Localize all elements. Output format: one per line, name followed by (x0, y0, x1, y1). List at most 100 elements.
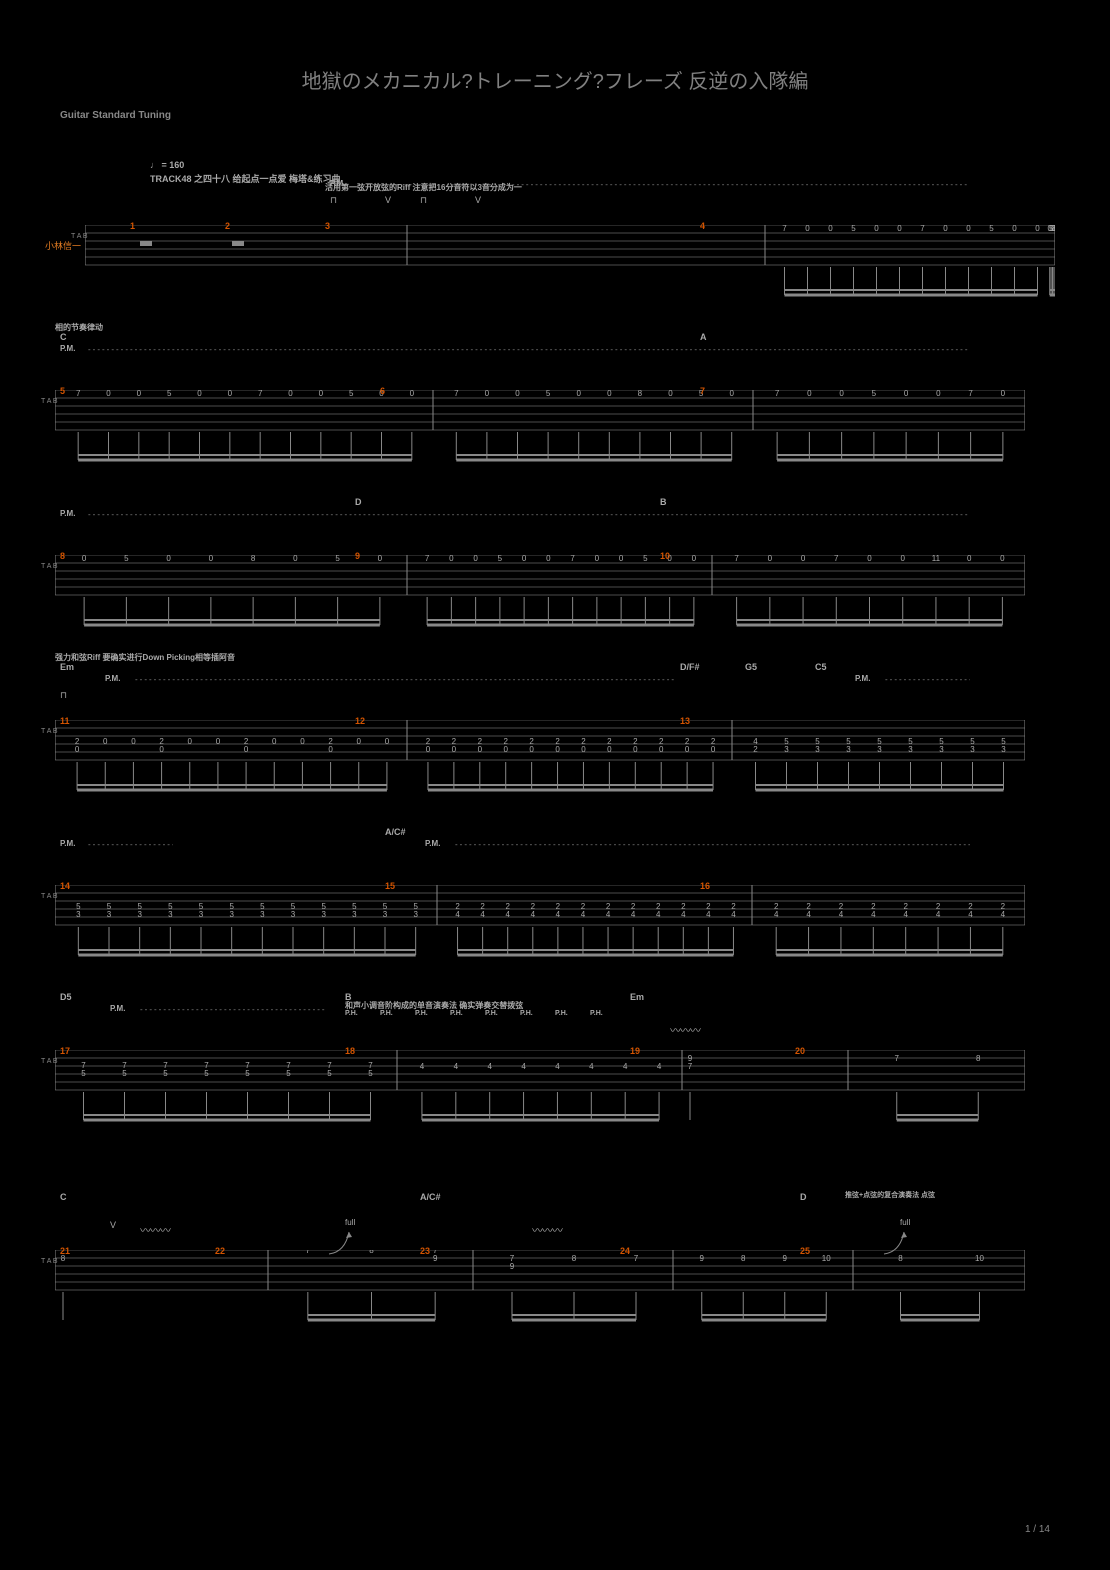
svg-text:4: 4 (936, 910, 941, 919)
measure-number: 25 (800, 1246, 810, 1256)
svg-text:4: 4 (623, 1062, 628, 1071)
tab-staff: 87879798798910810 (55, 1250, 1025, 1340)
svg-text:5: 5 (546, 390, 551, 398)
svg-text:4: 4 (531, 910, 536, 919)
tab-indicator: T A B (41, 398, 58, 405)
chord-symbol: D/F# (680, 662, 700, 672)
svg-text:7: 7 (775, 390, 780, 398)
svg-text:0: 0 (410, 390, 415, 398)
chord-symbol: C (60, 332, 67, 342)
svg-text:4: 4 (455, 910, 460, 919)
svg-text:10: 10 (975, 1254, 984, 1263)
svg-text:4: 4 (480, 910, 485, 919)
pinch-harmonic: P.H. (450, 1010, 463, 1017)
svg-text:4: 4 (589, 1062, 594, 1071)
svg-text:0: 0 (633, 745, 638, 754)
svg-text:0: 0 (801, 555, 806, 563)
svg-text:4: 4 (454, 1062, 459, 1071)
measure-number: 2 (225, 221, 230, 231)
svg-text:4: 4 (1001, 910, 1006, 919)
measure-number: 4 (700, 221, 705, 231)
svg-text:4: 4 (505, 910, 510, 919)
svg-text:4: 4 (806, 910, 811, 919)
svg-text:7: 7 (688, 1062, 693, 1071)
svg-text:0: 0 (188, 737, 193, 746)
pm-dash: ----------------------------------------… (140, 1005, 325, 1014)
measure-number: 14 (60, 881, 70, 891)
svg-text:5: 5 (327, 1069, 332, 1078)
svg-text:0: 0 (503, 745, 508, 754)
measure-number: 12 (355, 716, 365, 726)
svg-text:3: 3 (908, 745, 913, 754)
svg-text:0: 0 (449, 555, 454, 563)
svg-text:4: 4 (681, 910, 686, 919)
svg-text:5: 5 (335, 555, 340, 563)
svg-text:0: 0 (943, 225, 948, 233)
svg-text:7: 7 (734, 555, 739, 563)
pinch-harmonic: P.H. (555, 1010, 568, 1017)
svg-text:0: 0 (967, 555, 972, 563)
pm-dash: ----------------------------------------… (88, 345, 968, 354)
svg-text:4: 4 (521, 1062, 526, 1071)
measure-number: 24 (620, 1246, 630, 1256)
svg-text:0: 0 (828, 225, 833, 233)
measure-number: 18 (345, 1046, 355, 1056)
svg-text:0: 0 (546, 555, 551, 563)
pm-dash: ----------------------------------------… (455, 840, 970, 849)
svg-text:0: 0 (159, 745, 164, 754)
pick-direction: ⊓ (60, 690, 67, 701)
svg-text:4: 4 (731, 910, 736, 919)
measure-number: 15 (385, 881, 395, 891)
svg-text:7: 7 (258, 390, 263, 398)
pm-dash: ---------------------| (885, 675, 970, 684)
svg-text:5: 5 (368, 1069, 373, 1078)
svg-text:0: 0 (1047, 225, 1052, 233)
svg-text:0: 0 (807, 390, 812, 398)
chord-symbol: D (800, 1192, 807, 1202)
svg-text:5: 5 (349, 390, 354, 398)
measure-number: 6 (380, 386, 385, 396)
svg-text:4: 4 (656, 910, 661, 919)
pick-direction: ⊓ (330, 195, 337, 206)
measure-number: 19 (630, 1046, 640, 1056)
svg-text:0: 0 (839, 390, 844, 398)
chord-symbol: C (60, 1192, 67, 1202)
chord-symbol: D5 (60, 992, 72, 1002)
instruction: 推弦+点弦的复合演奏法 点弦 (845, 1190, 935, 1200)
svg-text:2: 2 (753, 745, 758, 754)
svg-text:0: 0 (685, 745, 690, 754)
measure-number: 3 (325, 221, 330, 231)
tab-indicator: T A B (41, 563, 58, 570)
measure-number: 11 (60, 716, 70, 726)
track-title: TRACK48 之四十八 给起点一点爱 梅塔&练习曲 (150, 172, 341, 185)
svg-text:5: 5 (851, 225, 856, 233)
svg-text:4: 4 (706, 910, 711, 919)
pick-direction: V (110, 1220, 116, 1230)
bend: full (345, 1218, 355, 1227)
svg-text:5: 5 (989, 225, 994, 233)
palm-mute: P.M. (425, 839, 440, 848)
svg-text:0: 0 (216, 737, 221, 746)
tab-staff: 2000200020002000202020202020202020202020… (55, 720, 1025, 810)
pick-direction: V (385, 195, 391, 205)
svg-text:3: 3 (260, 910, 265, 919)
svg-text:7: 7 (920, 225, 925, 233)
svg-text:8: 8 (638, 390, 643, 398)
measure-number: 22 (215, 1246, 225, 1256)
svg-text:0: 0 (452, 745, 457, 754)
svg-text:7: 7 (834, 555, 839, 563)
svg-text:5: 5 (245, 1069, 250, 1078)
pm-dash: ---------------------| (88, 840, 173, 849)
svg-text:0: 0 (659, 745, 664, 754)
svg-text:0: 0 (106, 390, 111, 398)
svg-text:7: 7 (76, 390, 81, 398)
svg-text:0: 0 (357, 737, 362, 746)
sheet-title: 地獄のメカニカル?トレーニング?フレーズ 反逆の入隊編 (0, 65, 1110, 94)
svg-text:4: 4 (631, 910, 636, 919)
tab-staff: 7575757575757575444444449778 (55, 1050, 1025, 1140)
measure-number: 5 (60, 386, 65, 396)
svg-text:5: 5 (643, 555, 648, 563)
measure-number: 23 (420, 1246, 430, 1256)
pm-dash: ----------------------------------------… (88, 510, 968, 519)
pick-direction: V (475, 195, 481, 205)
